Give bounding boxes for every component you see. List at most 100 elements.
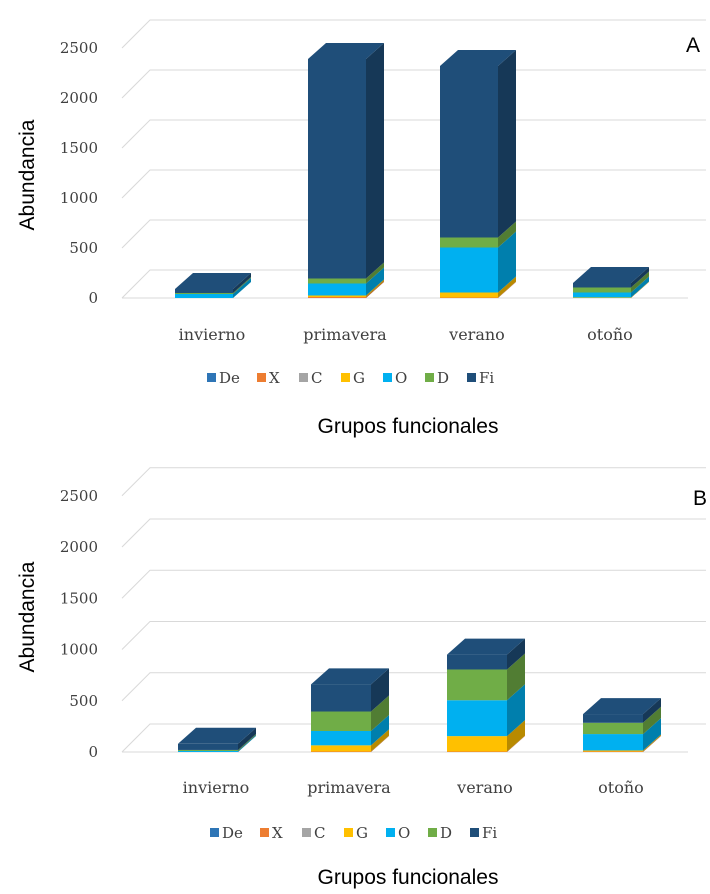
bar-side [498, 281, 516, 298]
chart-panel-a: 0 500 1000 1500 2000 2500 invierno primavera ve… [16, 19, 706, 438]
gridline [121, 169, 706, 199]
bar-front [308, 278, 366, 284]
bar-segment-G [308, 279, 384, 297]
bar-segment-G [447, 720, 525, 752]
bar-top [178, 727, 256, 744]
legend-swatch [470, 828, 479, 837]
legend-swatch [210, 828, 219, 837]
bar-side [643, 718, 661, 751]
bar-front [440, 237, 498, 248]
bar-side [507, 684, 525, 737]
bar-front [583, 751, 643, 752]
bar-top [308, 43, 384, 59]
bar-segment-X [447, 735, 525, 752]
bar-stack-invierno [178, 727, 256, 752]
bar-top [447, 638, 525, 655]
bar-side [371, 735, 389, 752]
bar-segment-D [308, 262, 384, 284]
gridline [121, 219, 706, 249]
bar-segment-Fi [447, 638, 525, 670]
bar-segment-Fi [308, 43, 384, 279]
legend-label: Fi [482, 824, 497, 842]
legend-label: X [269, 369, 280, 387]
y-tick-label: 1000 [60, 189, 98, 207]
bar-front [175, 294, 233, 298]
panel-label: B [693, 487, 707, 510]
bar-side [233, 278, 251, 298]
legend-item-Fi: Fi [470, 824, 497, 842]
bar-segment-O [178, 734, 256, 752]
bar-side [507, 735, 525, 752]
bar-stack-otoño [583, 698, 661, 752]
bar-side [233, 277, 251, 294]
bar-side [371, 729, 389, 752]
bar-side [366, 279, 384, 297]
bar-side [498, 231, 516, 293]
legend-swatch [260, 828, 269, 837]
legend-label: De [222, 824, 243, 842]
bar-segment-D [440, 221, 516, 248]
y-tick-label: 1000 [60, 641, 98, 659]
bar-segment-D [178, 733, 256, 751]
bar-top [311, 668, 389, 685]
bar-front [583, 734, 643, 751]
bar-front [311, 745, 371, 752]
bar-segment-G [440, 276, 516, 298]
bar-side [238, 734, 256, 752]
bar-front [308, 59, 366, 279]
bar-side [631, 281, 649, 298]
bar-segment-Fi [583, 698, 661, 723]
x-tick-label: invierno [183, 778, 250, 797]
bar-side [371, 714, 389, 746]
bar-top [440, 50, 516, 66]
bar-segment-O [311, 714, 389, 746]
x-axis-label: Grupos funcionales [318, 415, 499, 438]
bar-segment-O [583, 718, 661, 751]
bar-front [311, 711, 371, 731]
legend-label: D [437, 369, 449, 387]
legend-item-O: O [386, 824, 410, 842]
y-tick-label: 1500 [60, 139, 98, 157]
legend-item-De: De [210, 824, 243, 842]
bar-segment-D [175, 277, 251, 294]
bar-side [643, 706, 661, 735]
legend-item-De: De [207, 369, 240, 387]
legend-swatch [207, 373, 216, 382]
gridline [121, 672, 706, 702]
bar-segment-D [447, 653, 525, 701]
legend-label: De [219, 369, 240, 387]
bar-front [175, 293, 233, 294]
bar-front [447, 700, 507, 737]
legend-swatch [299, 373, 308, 382]
y-tick-label: 2500 [60, 487, 98, 505]
bar-segment-O [447, 684, 525, 737]
gridline [121, 467, 706, 497]
y-tick-label: 2500 [60, 39, 98, 57]
bar-segment-O [308, 267, 384, 296]
bar-side [366, 262, 384, 284]
legend-label: X [272, 824, 283, 842]
bar-side [498, 276, 516, 298]
bar-segment-X [583, 735, 661, 752]
bar-segment-Fi [311, 668, 389, 712]
x-tick-label: primavera [303, 325, 387, 344]
bar-side [631, 276, 649, 298]
bar-segment-X [440, 281, 516, 298]
gridline [121, 621, 706, 650]
bar-segment-Fi [175, 273, 251, 293]
bar-stack-invierno [175, 273, 251, 298]
bar-segment-O [573, 276, 649, 298]
legend-item-D: D [425, 369, 449, 387]
bar-stack-primavera [308, 43, 384, 298]
bar-front [440, 66, 498, 238]
bar-side [643, 734, 661, 752]
bar-front [447, 736, 507, 752]
bar-top [583, 698, 661, 715]
bar-segment-X [308, 281, 384, 298]
bar-segment-D [573, 271, 649, 293]
bar-front [573, 297, 631, 298]
bar-front [447, 751, 507, 752]
legend-label: C [311, 369, 322, 387]
bar-front [573, 292, 631, 298]
y-axis-label: Abundancia [16, 561, 39, 672]
